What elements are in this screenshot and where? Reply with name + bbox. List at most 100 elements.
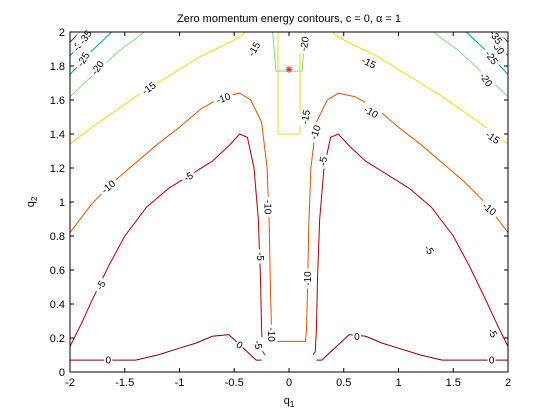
contour-label-background (480, 45, 503, 70)
x-axis-label: q1 (284, 395, 295, 409)
contour-label-neg10-1: -10 (211, 89, 235, 108)
contour-label-background (262, 197, 275, 218)
contour-label-background (211, 89, 235, 108)
contour-label-text: -5 (318, 156, 330, 167)
contour-label-text: -5 (254, 252, 265, 261)
contour-label-neg10-6: -10 (359, 101, 383, 123)
x-axis-ticks: -2 -1.5 -1 -0.5 0 0.5 1 1.5 2 (65, 32, 511, 389)
contour-line-level-neg5-0 (69, 133, 266, 356)
contour-label-background (352, 330, 361, 343)
contour-line-level-neg15-2 (332, 31, 509, 145)
x-tick-label: -2 (65, 377, 75, 389)
contour-label-background (92, 276, 110, 295)
marker-layer (285, 65, 293, 73)
contour-label-background (297, 106, 314, 128)
contour-line-level-neg20-0 (69, 31, 145, 97)
contour-label-background (475, 67, 497, 92)
contour-line-level-neg5-1 (312, 133, 509, 356)
contour-label-background (233, 337, 247, 352)
x-tick-label: 1.5 (446, 377, 461, 389)
y-tick-label: 0.2 (50, 333, 65, 345)
contour-label-neg10-7: -10 (477, 197, 501, 220)
x-tick-label: 1 (395, 377, 401, 389)
contour-label-text: 0 (489, 356, 495, 367)
contour-label-neg5-6: -5 (484, 323, 502, 342)
contour-label-text: 0 (354, 332, 360, 343)
contour-label-background (357, 52, 381, 73)
contour-line-level-neg15-1 (277, 32, 301, 135)
contour-label-text: -10 (265, 327, 276, 342)
x-axis-label-subscript: 1 (290, 400, 295, 409)
contour-label-neg15-0: -15 (137, 77, 161, 99)
contour-label-neg5-4: -5 (315, 153, 331, 170)
star-marker (285, 65, 293, 73)
contour-label-0-0: 0 (104, 354, 113, 367)
contour-label-neg5-5: -5 (420, 240, 439, 259)
contour-label-background (72, 47, 94, 71)
contour-label-neg15-4: -15 (481, 126, 505, 149)
contour-label-neg15-1: -15 (243, 37, 265, 61)
y-tick-label: 1.4 (50, 129, 65, 141)
contour-line-level-0-1 (316, 334, 508, 361)
contour-label-background (315, 153, 331, 170)
contour-label-0-1: 0 (233, 337, 247, 353)
x-tick-label: 0 (286, 377, 292, 389)
contour-label-background (104, 354, 113, 367)
y-axis-label-subscript: 2 (30, 196, 39, 201)
y-tick-label: 1.2 (50, 163, 65, 175)
contour-label-background (477, 197, 501, 220)
contour-labels: 0000-5-5-5-5-5-5-5-10-10-10-10-10-10-10-… (68, 25, 509, 367)
contour-label-text: -5 (251, 340, 263, 351)
contour-label-background (86, 56, 109, 80)
contour-line-level-neg10-0 (69, 92, 509, 342)
contour-label-text: -10 (309, 124, 324, 142)
contour-label-neg5-0: -5 (92, 276, 110, 295)
y-tick-label: 0 (59, 367, 65, 379)
contour-label-text: -15 (300, 109, 313, 126)
contour-label-background (265, 324, 278, 345)
x-tick-label: 2 (505, 377, 511, 389)
contour-label-background (254, 249, 267, 264)
contour-label-neg10-3: -10 (265, 324, 278, 345)
contour-label-background (359, 101, 383, 123)
contour-line-level-0-0 (70, 334, 262, 361)
contour-label-neg5-3: -5 (251, 336, 266, 353)
y-tick-label: 1 (59, 197, 65, 209)
contour-label-background (484, 323, 502, 342)
contour-label-background (420, 240, 439, 259)
contour-label-neg10-5: -10 (306, 120, 325, 144)
y-axis-ticks: 0 0.2 0.4 0.6 0.8 1 1.2 1.4 1.6 1.8 2 (50, 27, 508, 379)
contour-label-background (487, 354, 496, 367)
contour-label-background (481, 126, 505, 149)
contour-label-background (485, 25, 507, 49)
contour-label-neg15-2: -15 (297, 106, 314, 128)
contour-label-text: 0 (234, 340, 245, 353)
contour-label-background (251, 336, 266, 353)
contour-label-background (306, 120, 325, 144)
chart-title: Zero momentum energy contours, c = 0, α … (177, 13, 401, 25)
contour-label-background (301, 268, 314, 289)
contour-lines (69, 31, 509, 361)
y-axis-label: q2 (25, 196, 39, 207)
contour-label-background (96, 175, 120, 198)
y-tick-label: 1.8 (50, 61, 65, 73)
contour-label-background (296, 33, 312, 55)
contour-label-background (179, 167, 198, 186)
contour-label-neg10-2: -10 (262, 197, 275, 218)
contour-label-0-3: 0 (487, 354, 496, 367)
contour-label-text: -20 (299, 36, 312, 53)
contour-label-neg10-4: -10 (301, 268, 314, 289)
y-tick-label: 0.6 (50, 265, 65, 277)
y-tick-label: 2 (59, 27, 65, 39)
x-tick-label: -1 (175, 377, 185, 389)
contour-label-text: -10 (303, 271, 314, 286)
contour-label-neg5-1: -5 (179, 167, 198, 186)
contour-label-neg20-1: -20 (296, 33, 312, 55)
contour-label-text: -10 (215, 91, 233, 106)
y-tick-label: 0.4 (50, 299, 65, 311)
contour-label-background (243, 37, 265, 61)
star-marker-stroke (286, 66, 292, 73)
y-tick-label: 1.6 (50, 95, 65, 107)
plot-area-frame (69, 31, 509, 373)
